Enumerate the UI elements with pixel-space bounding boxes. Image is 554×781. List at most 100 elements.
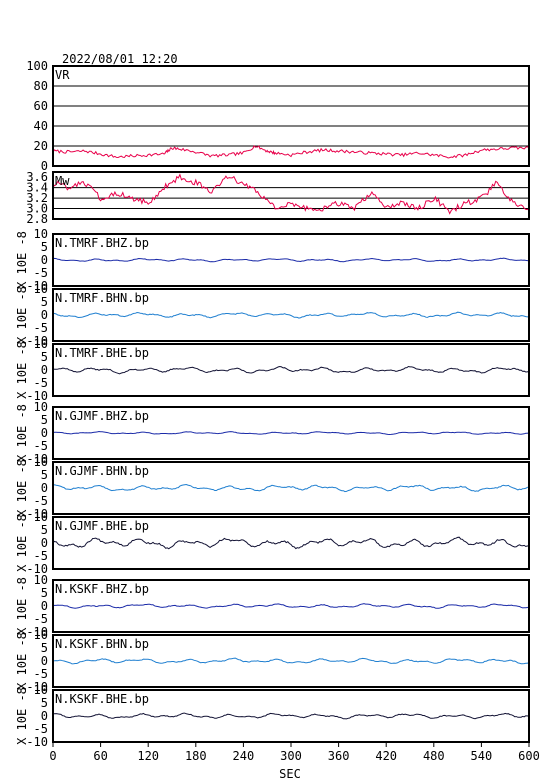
y-tick-label: -10 [26,452,48,466]
x-tick-label: 240 [233,749,255,763]
y-tick-label: 10 [34,573,48,587]
y-tick-label: 5 [41,641,48,655]
y-tick-label: 0 [41,599,48,613]
y-tick-label: 3.2 [26,191,48,205]
series-line [52,257,530,263]
y-tick-label: 2.8 [26,212,48,226]
y-tick-label: 0 [41,308,48,322]
panel-label: N.GJMF.BHN.bp [55,464,149,478]
y-tick-label: -10 [26,625,48,639]
y-axis-unit-label: X 10E -8 [15,286,29,344]
y-tick-label: 10 [34,227,48,241]
panel-frame [52,171,530,220]
y-tick-label: -10 [26,680,48,694]
y-tick-label: -10 [26,389,48,403]
panel-frame [52,579,530,633]
panel-frame [52,288,530,342]
x-tick-label: 300 [280,749,302,763]
y-axis-unit-label: X 10E -8 [15,404,29,462]
y-tick-label: 10 [34,510,48,524]
y-tick-label: -10 [26,334,48,348]
y-axis-unit-label: X 10E -8 [15,459,29,517]
series-line [52,483,530,493]
y-axis-unit-label: X 10E -8 [15,341,29,399]
y-tick-label: 80 [34,79,48,93]
x-tick-label: 60 [93,749,107,763]
panel-label: N.TMRF.BHN.bp [55,291,149,305]
x-tick-label: 600 [518,749,540,763]
panel-frame [52,65,530,167]
x-tick-label: 0 [49,749,56,763]
y-axis-unit-label: X 10E -8 [15,514,29,572]
x-axis: 0 60 120 180 240 300 360 420 480 540 600 [49,742,540,763]
y-tick-label: 40 [34,119,48,133]
panel-label: N.KSKF.BHE.bp [55,692,149,706]
panel-label: VR [55,68,70,82]
y-tick-label: 0 [41,426,48,440]
x-tick-label: 120 [137,749,159,763]
y-tick-label: -10 [26,507,48,521]
panel-label: N.KSKF.BHN.bp [55,637,149,651]
panel-label: Mw [55,174,70,188]
y-tick-label: 20 [34,139,48,153]
panel-frame [52,406,530,460]
header-datetime: 2022/08/01 12:20 [62,52,178,66]
y-tick-label: 5 [41,468,48,482]
y-tick-label: 0 [41,159,48,173]
series-line [52,536,530,550]
series-line [52,145,530,159]
panel-label: N.GJMF.BHE.bp [55,519,149,533]
y-tick-label: -5 [34,549,48,563]
panel-frame [52,516,530,570]
x-tick-label: 420 [375,749,397,763]
y-axis-unit-label: X 10E -8 [15,687,29,745]
y-axis-unit-label: X 10E -8 [15,577,29,635]
x-tick-label: 360 [328,749,350,763]
y-tick-label: 10 [34,282,48,296]
x-tick-label: 180 [185,749,207,763]
x-tick-label: 480 [423,749,445,763]
series-line [52,430,530,436]
y-axis-unit-label: X 10E -8 [15,632,29,690]
y-tick-label: 5 [41,350,48,364]
y-tick-label: 0 [41,253,48,267]
y-tick-label: -5 [34,612,48,626]
series-line [52,365,530,375]
y-tick-label: -5 [34,722,48,736]
y-tick-label: 100 [26,59,48,73]
y-tick-label: 5 [41,413,48,427]
panel-frame [52,634,530,688]
y-tick-label: -10 [26,279,48,293]
y-tick-label: 60 [34,99,48,113]
y-tick-label: 5 [41,523,48,537]
x-axis-label: SEC [279,767,301,781]
y-tick-label: -5 [34,667,48,681]
y-tick-label: 0 [41,481,48,495]
y-tick-label: 5 [41,240,48,254]
y-tick-label: -5 [34,439,48,453]
panel-label: N.TMRF.BHE.bp [55,346,149,360]
y-tick-label: 5 [41,586,48,600]
y-tick-label: 0 [41,654,48,668]
y-tick-label: -5 [34,376,48,390]
x-tick-label: 540 [471,749,493,763]
panel-label: N.KSKF.BHZ.bp [55,582,149,596]
y-tick-label: 10 [34,683,48,697]
panel-label: N.TMRF.BHZ.bp [55,236,149,250]
y-tick-label: 10 [34,628,48,642]
series-line [52,173,530,215]
y-tick-label: 10 [34,337,48,351]
y-axis-unit-label: X 10E -8 [15,231,29,289]
y-tick-label: -5 [34,321,48,335]
mw-panel: 2.83.03.23.43.6 Mw [26,170,530,226]
y-tick-label: 5 [41,295,48,309]
